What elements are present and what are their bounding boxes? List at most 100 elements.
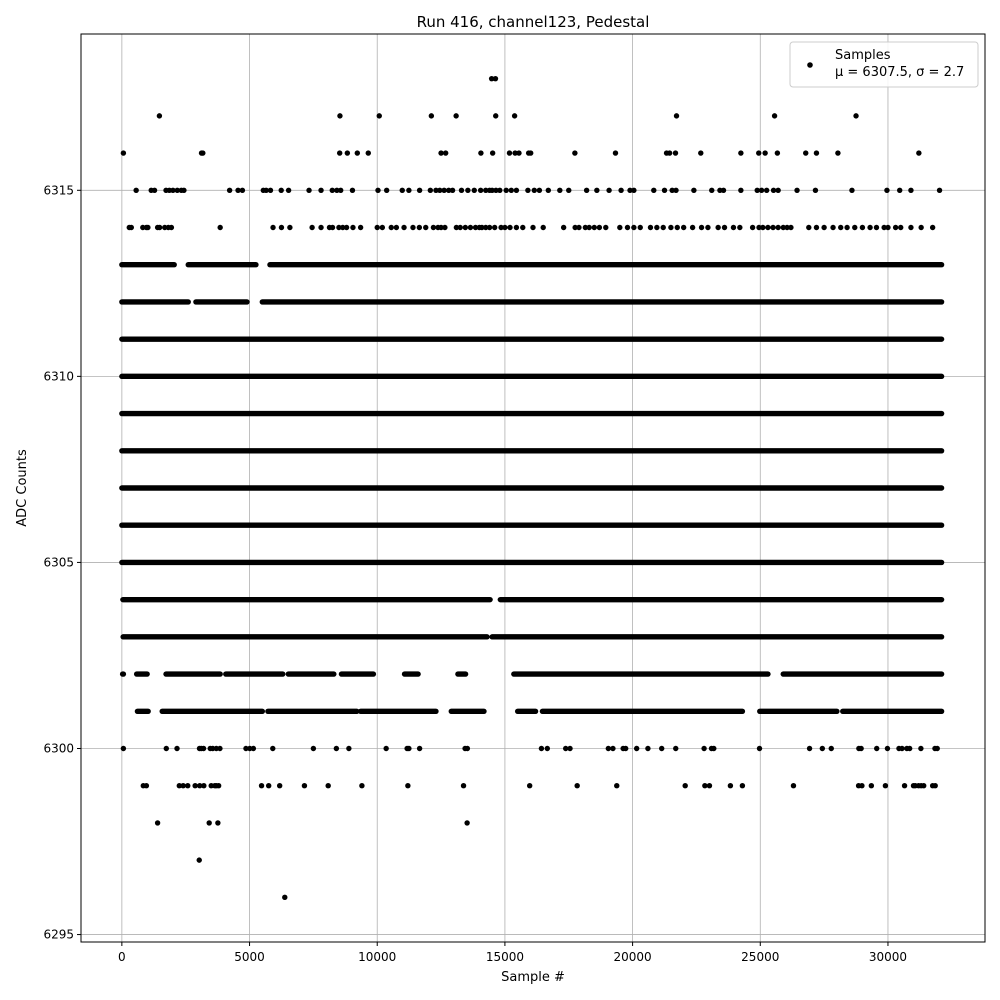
sample-point bbox=[821, 224, 827, 231]
sample-point bbox=[668, 224, 674, 231]
x-tick-label: 10000 bbox=[358, 950, 396, 964]
sample-point bbox=[705, 224, 711, 231]
sample-point bbox=[120, 150, 127, 156]
sample-point bbox=[497, 187, 503, 193]
sample-point bbox=[513, 187, 520, 193]
sample-point bbox=[651, 187, 657, 193]
sample-point bbox=[901, 783, 908, 789]
sample-point bbox=[192, 783, 198, 789]
sample-point bbox=[803, 150, 809, 156]
sample-point bbox=[666, 150, 673, 156]
sample-point bbox=[334, 187, 340, 193]
sample-point bbox=[794, 187, 800, 193]
sample-point bbox=[806, 745, 813, 752]
sample-point bbox=[365, 150, 371, 156]
sample-point bbox=[859, 783, 865, 789]
sample-point bbox=[472, 224, 479, 231]
sample-point bbox=[545, 187, 552, 193]
sample-point bbox=[350, 224, 356, 231]
legend-label-samples: Samples bbox=[835, 48, 891, 63]
sample-point bbox=[873, 224, 880, 231]
sample-point bbox=[168, 224, 175, 231]
sample-point bbox=[383, 745, 389, 752]
sample-point bbox=[511, 113, 518, 119]
x-axis-label: Sample # bbox=[501, 970, 565, 985]
sample-point bbox=[706, 783, 713, 789]
sample-point bbox=[790, 783, 797, 789]
sample-point bbox=[730, 224, 737, 231]
sample-point bbox=[318, 187, 324, 193]
sample-point bbox=[576, 224, 582, 231]
sample-point bbox=[859, 224, 866, 231]
sample-point bbox=[340, 224, 346, 231]
sample-point bbox=[343, 224, 350, 231]
sample-point bbox=[830, 224, 836, 231]
sample-point bbox=[163, 745, 169, 752]
sample-point bbox=[633, 745, 640, 752]
sample-point bbox=[536, 187, 543, 193]
sample-point bbox=[477, 187, 484, 193]
sample-point bbox=[503, 187, 509, 193]
sample-point bbox=[906, 745, 913, 752]
sample-point bbox=[498, 224, 504, 231]
sample-point bbox=[181, 187, 187, 193]
sample-point bbox=[333, 745, 340, 752]
sample-point bbox=[388, 224, 394, 231]
sample-point bbox=[174, 187, 180, 193]
sample-point bbox=[892, 224, 899, 231]
sample-point bbox=[812, 187, 819, 193]
sample-point bbox=[763, 187, 770, 193]
sample-point bbox=[265, 783, 272, 789]
sample-point bbox=[508, 187, 514, 193]
sample-point bbox=[196, 857, 202, 863]
sample-point bbox=[270, 745, 276, 752]
sample-point bbox=[453, 113, 459, 119]
sample-point bbox=[399, 187, 405, 193]
sample-point bbox=[243, 745, 249, 752]
sample-point bbox=[853, 113, 859, 119]
sample-point bbox=[899, 745, 905, 752]
sample-point bbox=[586, 224, 592, 231]
sample-point bbox=[819, 745, 826, 752]
sample-point bbox=[603, 224, 609, 231]
sample-point bbox=[936, 187, 943, 193]
sample-point bbox=[775, 224, 781, 231]
sample-point bbox=[674, 224, 680, 231]
legend-marker bbox=[807, 62, 813, 68]
sample-point bbox=[680, 224, 687, 231]
sample-point bbox=[154, 820, 161, 826]
sample-point bbox=[200, 745, 207, 752]
sample-point bbox=[701, 745, 707, 752]
sample-point bbox=[934, 745, 940, 752]
sample-point bbox=[493, 113, 499, 119]
sample-point bbox=[460, 783, 467, 789]
sample-point bbox=[738, 150, 744, 156]
sample-point bbox=[756, 150, 762, 156]
y-tick-label: 6295 bbox=[43, 928, 74, 942]
sample-point bbox=[301, 783, 308, 789]
sample-point bbox=[374, 224, 380, 231]
sample-point bbox=[784, 224, 790, 231]
sample-point bbox=[647, 224, 654, 231]
sample-point bbox=[572, 224, 578, 231]
sample-point bbox=[631, 224, 637, 231]
x-tick-label: 25000 bbox=[741, 950, 779, 964]
sample-point bbox=[453, 224, 460, 231]
sample-point bbox=[488, 75, 495, 82]
sample-point bbox=[309, 224, 315, 231]
sample-point bbox=[143, 783, 150, 789]
sample-point bbox=[758, 187, 765, 193]
sample-point bbox=[492, 75, 499, 82]
sample-point bbox=[659, 745, 665, 752]
sample-point bbox=[513, 224, 520, 231]
sample-point bbox=[908, 187, 914, 193]
sample-point bbox=[282, 894, 288, 901]
sample-point bbox=[520, 224, 526, 231]
sample-point bbox=[151, 187, 158, 193]
sample-point bbox=[285, 187, 292, 193]
sample-point bbox=[401, 224, 407, 231]
sample-point bbox=[310, 745, 317, 752]
sample-point bbox=[583, 187, 590, 193]
sample-point bbox=[354, 150, 361, 156]
sample-point bbox=[235, 187, 241, 193]
